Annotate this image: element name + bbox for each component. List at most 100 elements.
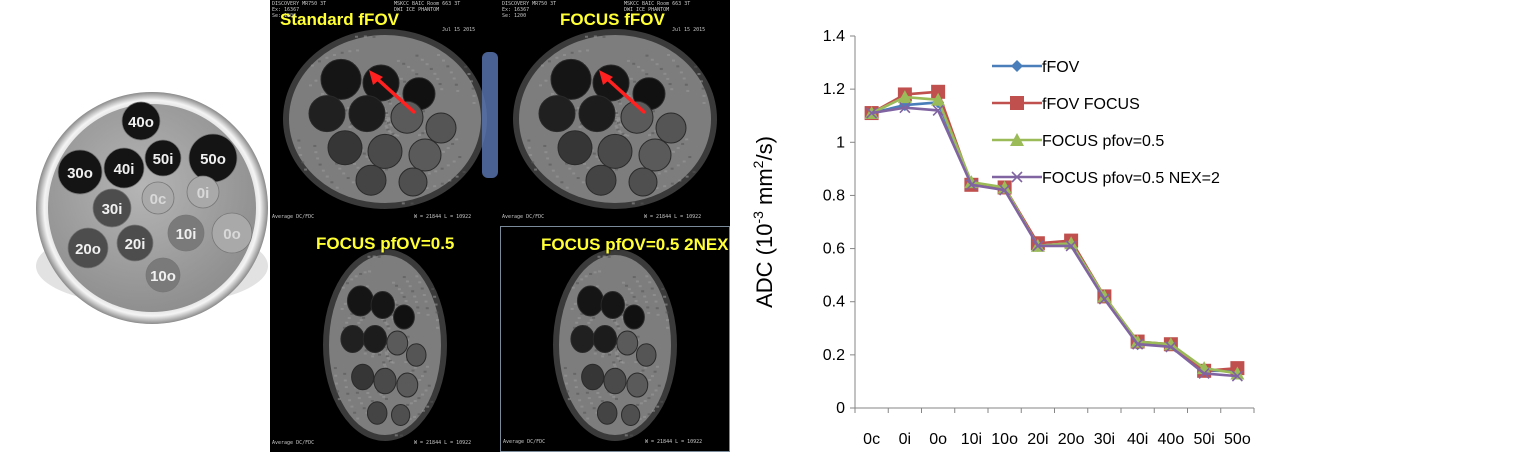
vial-label: 40o xyxy=(128,114,154,131)
vial-label: 0i xyxy=(197,185,210,202)
x-tick-label: 50o xyxy=(1224,431,1251,448)
x-tick-label: 50i xyxy=(1193,431,1214,448)
data-point xyxy=(999,184,1011,196)
vial-10o xyxy=(145,257,181,293)
vial-label: 20i xyxy=(125,236,146,253)
mri-image-focus-pfov-2nex: FOCUS pfOV=0.5 2NEX Average DC/FDC W = 2… xyxy=(500,226,730,452)
mri-panel-label: Standard fFOV xyxy=(280,10,400,29)
mri-meta-left: DISCOVERY MR750 3T Ex: 16367 Se: 1200 xyxy=(272,1,327,19)
data-point xyxy=(932,104,944,116)
vial-20o xyxy=(67,227,109,269)
phantom-disk: 40o 50i 50o 30o 40i 0c 0i 30i 0o 10i 20i 20o 10o xyxy=(36,92,268,324)
data-point xyxy=(965,179,977,191)
legend-marker xyxy=(1010,133,1024,146)
vial-10i xyxy=(167,214,205,252)
chart-canvas: 0 0.2 0.4 0.6 0.8 1 1.2 1.4 0c 0i 0o 10i 10o 20i 20o 30… xyxy=(750,28,1255,448)
mri-montage: Standard fFOV DISCOVERY MR750 3T Ex: 163… xyxy=(270,0,730,452)
mri-meta-wl: W = 21844 L = 10922 xyxy=(414,440,472,446)
x-tick-label: 40o xyxy=(1158,431,1185,448)
vial-0i xyxy=(186,175,220,209)
x-tick-label: 10i xyxy=(961,431,982,448)
data-point xyxy=(931,92,946,106)
mri-meta-footer: Average DC/FDC xyxy=(272,440,315,446)
mri-meta-footer: Average DC/FDC xyxy=(272,214,315,220)
data-point xyxy=(1198,367,1210,380)
legend-label: FOCUS pfov=0.5 xyxy=(1042,133,1164,150)
vial-label: 10o xyxy=(150,268,176,285)
mri-meta-wl: W = 21844 L = 10922 xyxy=(645,439,703,445)
vial-label: 10i xyxy=(176,226,197,243)
data-point xyxy=(1165,341,1177,353)
vial-40i xyxy=(103,147,145,189)
legend-marker xyxy=(1010,96,1024,110)
data-point xyxy=(1097,289,1112,303)
mri-phantom-slice xyxy=(553,249,677,441)
y-tick-label: 0.2 xyxy=(823,347,845,364)
y-tick-label: 0.6 xyxy=(823,241,845,258)
data-point xyxy=(1231,370,1243,382)
x-tick-label: 30i xyxy=(1094,431,1115,448)
y-tick-label: 1 xyxy=(836,134,845,151)
data-point xyxy=(931,84,946,99)
mri-panel-label: FOCUS pfOV=0.5 2NEX xyxy=(541,235,729,254)
mri-phantom-slice xyxy=(283,29,498,209)
mri-image-standard-ffov: Standard fFOV DISCOVERY MR750 3T Ex: 163… xyxy=(270,0,500,226)
legend-entry: fFOV xyxy=(992,59,1080,76)
mri-meta-wl: W = 21844 L = 10922 xyxy=(414,214,472,220)
mri-image-focus-pfov: FOCUS pfOV=0.5 Average DC/FDC W = 21844 … xyxy=(270,226,500,452)
data-point xyxy=(1032,240,1044,252)
legend-marker xyxy=(1011,60,1023,72)
data-point xyxy=(899,102,911,114)
x-tick-label: 40i xyxy=(1127,431,1148,448)
x-tick-label: 0o xyxy=(929,431,947,448)
legend-label: FOCUS pfov=0.5 NEX=2 xyxy=(1042,170,1220,187)
mri-meta-date: Jul 15 2015 xyxy=(442,27,476,33)
vial-label: 0c xyxy=(150,191,167,208)
mri-meta-date: Jul 15 2015 xyxy=(672,27,706,33)
x-tick-label: 10o xyxy=(991,431,1018,448)
vial-label: 30o xyxy=(67,165,93,182)
y-tick-label: 0.8 xyxy=(823,187,845,204)
mri-phantom-slice xyxy=(513,29,717,209)
y-tick-label: 1.4 xyxy=(823,28,845,45)
x-tick-label: 0c xyxy=(863,431,880,448)
data-point xyxy=(1098,293,1110,305)
vial-label: 40i xyxy=(114,161,135,178)
legend-label: fFOV FOCUS xyxy=(1042,96,1140,113)
y-tick-label: 0 xyxy=(836,400,845,417)
mri-image-focus-ffov: FOCUS fFOV DISCOVERY MR750 3T Ex: 16367 … xyxy=(500,0,730,226)
data-point xyxy=(1132,338,1144,350)
x-tick-label: 20o xyxy=(1058,431,1085,448)
vial-30o xyxy=(57,149,103,195)
mri-meta-footer: Average DC/FDC xyxy=(503,439,546,445)
x-tick-label: 0i xyxy=(899,431,911,448)
mri-panel-label: FOCUS fFOV xyxy=(560,10,665,29)
mri-meta-wl: W = 21844 L = 10922 xyxy=(644,214,702,220)
y-tick-label: 1.2 xyxy=(823,81,845,98)
mri-meta-right: MSKCC BAIC Room 663 3T DWI ICE PHANTOM xyxy=(394,1,461,13)
data-point xyxy=(866,107,878,119)
legend-marker xyxy=(1011,171,1023,183)
vial-50i xyxy=(144,139,182,177)
vial-40o xyxy=(121,101,161,141)
mri-meta-right: MSKCC BAIC Room 663 3T DWI ICE PHANTOM xyxy=(624,1,691,13)
vial-0o xyxy=(211,212,253,254)
vial-30i xyxy=(92,188,132,228)
legend-label: fFOV xyxy=(1042,59,1080,76)
legend-entry: FOCUS pfov=0.5 xyxy=(992,133,1164,150)
series-3 xyxy=(866,102,1243,382)
vial-label: 20o xyxy=(75,241,101,258)
legend-entry: FOCUS pfov=0.5 NEX=2 xyxy=(992,170,1220,187)
legend-entry: fFOV FOCUS xyxy=(992,96,1140,113)
data-point xyxy=(897,90,912,104)
y-axis-title: ADC (10-3 mm2/s) xyxy=(750,136,777,308)
mri-meta-footer: Average DC/FDC xyxy=(502,214,545,220)
vial-0c xyxy=(141,181,175,215)
y-tick-label: 0.4 xyxy=(823,294,845,311)
vial-label: 50o xyxy=(200,151,226,168)
phantom-photo: 40o 50i 50o 30o 40i 0c 0i 30i 0o 10i 20i 20o 10o xyxy=(0,60,270,330)
vial-label: 30i xyxy=(102,201,123,218)
data-point xyxy=(1065,240,1077,252)
adc-line-chart: 0 0.2 0.4 0.6 0.8 1 1.2 1.4 0c 0i 0o 10i 10o 20i 20o 30… xyxy=(730,0,1519,470)
mri-phantom-slice xyxy=(323,249,447,441)
